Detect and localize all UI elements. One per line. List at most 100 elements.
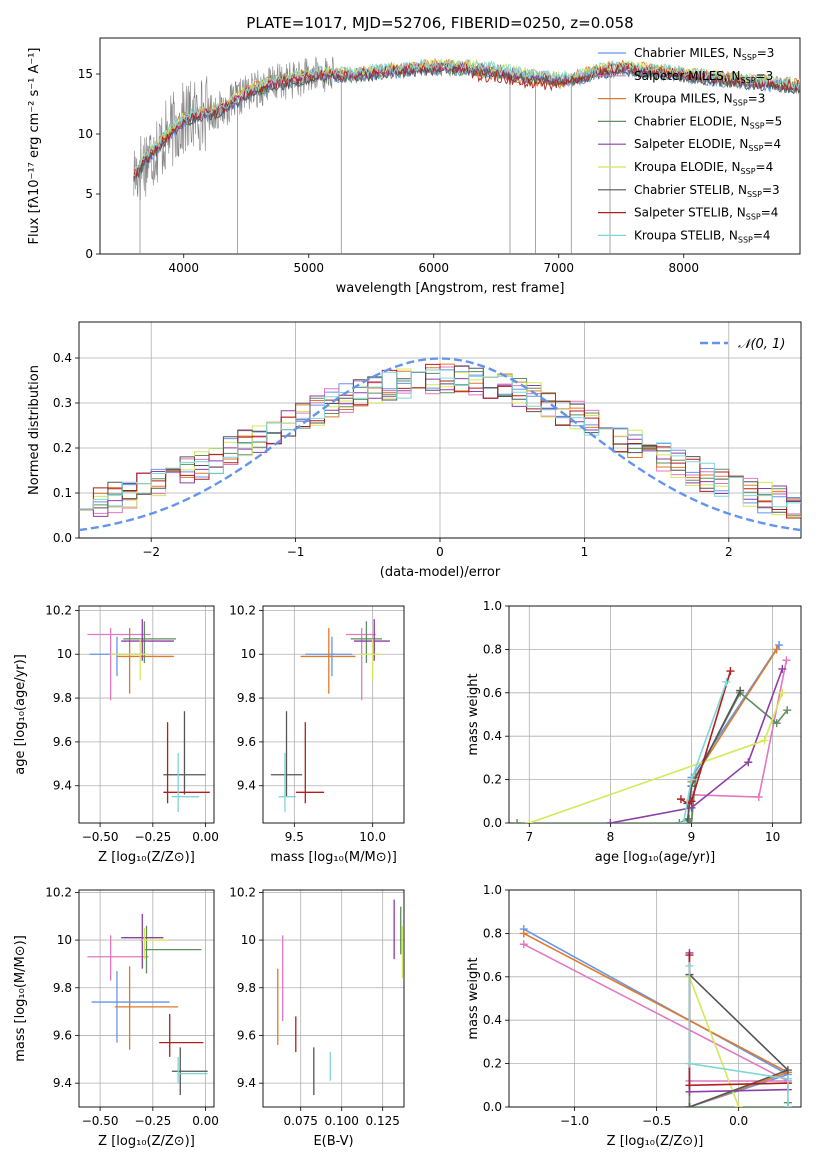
y-tick-label: 10 bbox=[57, 647, 72, 661]
y-tick-label: 0.6 bbox=[483, 970, 502, 984]
series-marker bbox=[685, 1081, 694, 1090]
y-axis-label: mass weight bbox=[466, 957, 481, 1039]
y-tick-label: 10.2 bbox=[229, 885, 256, 899]
y-tick-label: 15 bbox=[78, 67, 93, 81]
legend-entry-label: Kroupa ELODIE, N bbox=[634, 160, 741, 174]
y-tick-label: 10 bbox=[78, 127, 93, 141]
legend-entry-label: Kroupa MILES, N bbox=[634, 92, 733, 106]
x-tick-label: 0 bbox=[436, 545, 444, 559]
histogram-step bbox=[79, 365, 801, 513]
axes-frame bbox=[508, 889, 802, 1108]
x-tick-label: 6000 bbox=[418, 261, 449, 275]
y-tick-label: 9.6 bbox=[53, 1028, 72, 1042]
model-fit-line bbox=[133, 58, 800, 177]
x-axis-label: E(B-V) bbox=[313, 1134, 353, 1149]
legend-entry-suffix: =4 bbox=[756, 160, 774, 174]
series-marker bbox=[519, 940, 528, 949]
series-marker bbox=[513, 819, 522, 823]
x-tick-label: 8000 bbox=[668, 261, 699, 275]
legend-entry-suffix: =3 bbox=[756, 69, 774, 83]
series-line bbox=[686, 690, 741, 823]
residuals-legend: 𝒩(0, 1) bbox=[700, 337, 785, 352]
histogram-step bbox=[79, 369, 801, 510]
x-axis-label: mass [log₁₀(M/M⊙)] bbox=[270, 850, 397, 865]
axes-frame bbox=[262, 605, 405, 824]
x-tick-label: 5000 bbox=[293, 261, 324, 275]
y-tick-label: 10 bbox=[241, 933, 256, 947]
legend-entry-label: Salpeter ELODIE, N bbox=[634, 137, 748, 151]
legend-entry-sub: SSP bbox=[741, 167, 756, 176]
weight-lines bbox=[513, 641, 792, 823]
x-tick-label: −1.0 bbox=[560, 1114, 589, 1128]
series-line bbox=[523, 943, 789, 1107]
age-vs-mass-panel: 9.5 10.0 9.4 9.6 9.8 10 10.2 mass [log₁₀(M/M⊙)] bbox=[229, 603, 405, 865]
y-tick-label: 9.8 bbox=[53, 981, 72, 995]
legend-entry: Chabrier MILES, NSSP=3 bbox=[634, 46, 774, 62]
y-tick-label: 9.8 bbox=[237, 691, 256, 705]
legend-entry-suffix: =4 bbox=[763, 137, 781, 151]
axes-frame bbox=[78, 605, 215, 824]
series-marker bbox=[687, 797, 696, 806]
x-tick-label: 10 bbox=[765, 830, 780, 844]
x-tick-label: 0.100 bbox=[325, 1114, 359, 1128]
model-fit-line bbox=[133, 61, 800, 179]
figure-title: PLATE=1017, MJD=52706, FIBERID=0250, z=0… bbox=[246, 14, 633, 32]
x-tick-label: 7 bbox=[525, 830, 533, 844]
series-marker bbox=[726, 667, 735, 676]
spectrum-panel: 4000 5000 6000 7000 8000 0 5 10 15 wavelength [An… bbox=[27, 37, 801, 296]
series-marker bbox=[754, 792, 763, 801]
x-tick-label: 0.125 bbox=[366, 1114, 400, 1128]
x-tick-label: 0.0 bbox=[729, 1114, 748, 1128]
legend-entry-suffix: =3 bbox=[762, 183, 780, 197]
legend-entry-label: Chabrier ELODIE, N bbox=[634, 114, 750, 128]
x-tick-label: −0.25 bbox=[134, 830, 171, 844]
legend-entry: Kroupa ELODIE, NSSP=4 bbox=[634, 160, 773, 176]
axes-frame bbox=[78, 889, 215, 1108]
y-tick-label: 0.3 bbox=[53, 396, 72, 410]
series-marker bbox=[783, 1074, 792, 1083]
y-axis-label: mass [log₁₀(M/M⊙)] bbox=[13, 935, 28, 1062]
y-tick-label: 9.8 bbox=[53, 691, 72, 705]
x-axis-label: wavelength [Angstrom, rest frame] bbox=[336, 281, 565, 296]
series-marker bbox=[778, 688, 787, 697]
y-tick-label: 0.0 bbox=[53, 531, 72, 545]
series-marker bbox=[722, 677, 731, 686]
x-tick-label: −0.50 bbox=[82, 830, 119, 844]
series-marker bbox=[685, 951, 694, 960]
y-tick-label: 9.4 bbox=[53, 779, 72, 793]
spectrum-legend: Chabrier MILES, NSSP=3 Salpeter MILES, N S… bbox=[598, 46, 782, 244]
mass-weight-vs-age-panel: 7 8 9 10 0.0 0.2 0.4 0.6 0.8 1.0 age [log₁₀(age/yr… bbox=[466, 599, 802, 865]
legend-entry-label: Salpeter MILES, N bbox=[634, 69, 741, 83]
x-tick-label: −0.50 bbox=[82, 1114, 119, 1128]
y-tick-label: 0.8 bbox=[483, 642, 502, 656]
y-axis-label: Normed distribution bbox=[27, 365, 42, 495]
series-marker bbox=[675, 819, 684, 823]
legend-entry-suffix: =4 bbox=[761, 206, 779, 220]
legend-entry-suffix: =3 bbox=[748, 92, 766, 106]
legend-entry-sub: SSP bbox=[746, 213, 761, 222]
legend-entry: Kroupa STELIB, NSSP=4 bbox=[634, 228, 771, 244]
errorbars bbox=[87, 913, 208, 1096]
legend-entry-sub: SSP bbox=[750, 121, 765, 130]
series-marker bbox=[687, 819, 696, 823]
y-tick-label: 9.8 bbox=[237, 981, 256, 995]
legend-entry-suffix: =4 bbox=[753, 228, 771, 242]
series-line bbox=[688, 966, 789, 1107]
series-marker bbox=[687, 775, 696, 784]
y-tick-label: 0.6 bbox=[483, 686, 502, 700]
y-tick-label: 0.8 bbox=[483, 926, 502, 940]
series-marker bbox=[734, 1103, 743, 1107]
errorbars bbox=[87, 619, 210, 813]
series-marker bbox=[525, 819, 534, 823]
series-marker bbox=[772, 719, 781, 728]
histogram-bars bbox=[79, 357, 801, 532]
x-tick-label: 0.00 bbox=[192, 1114, 219, 1128]
y-tick-label: 0.0 bbox=[483, 1100, 502, 1114]
axes-frame bbox=[508, 605, 802, 824]
x-tick-label: −0.25 bbox=[134, 1114, 171, 1128]
x-tick-label: 8 bbox=[607, 830, 615, 844]
series-marker bbox=[683, 819, 692, 823]
y-axis-label: age [log₁₀(age/yr)] bbox=[13, 654, 28, 775]
series-marker bbox=[685, 1103, 694, 1107]
y-axis-label: mass weight bbox=[466, 673, 481, 755]
